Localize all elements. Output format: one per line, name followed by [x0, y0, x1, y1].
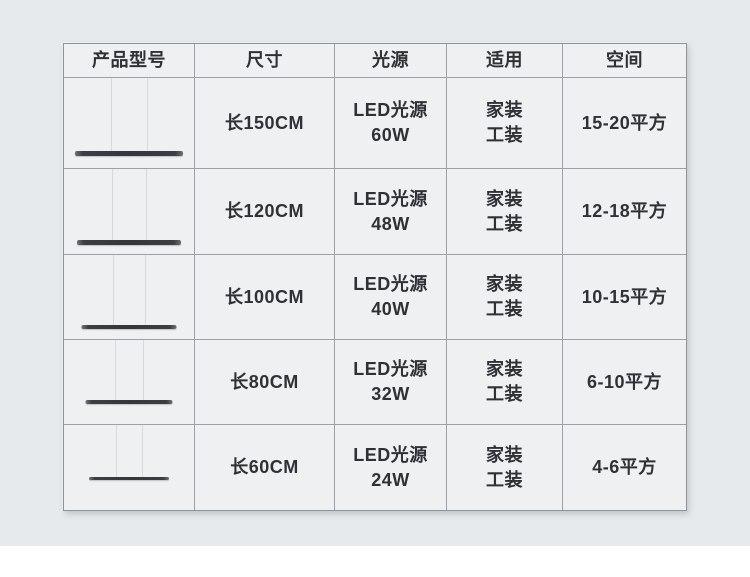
light-source-cell: LED光源 24W [335, 425, 447, 510]
product-image-cell [64, 340, 195, 425]
space-cell: 10-15平方 [563, 255, 686, 340]
light-source-cell: LED光源 48W [335, 169, 447, 255]
lamp-bar-icon [77, 240, 181, 245]
lamp-bar-icon [75, 151, 183, 156]
applicable-cell: 家装 工装 [447, 169, 563, 255]
space-cell: 12-18平方 [563, 169, 686, 255]
applicable-home: 家装 [486, 100, 523, 120]
pendant-lamp-icon [64, 255, 194, 339]
pendant-lamp-icon [64, 425, 194, 510]
applicable-commercial: 工装 [486, 299, 523, 319]
light-source-type: LED光源 [353, 444, 428, 465]
size-cell: 长80CM [195, 340, 335, 425]
lamp-wire-icon [147, 78, 148, 151]
lamp-wire-icon [145, 255, 146, 325]
pendant-lamp-icon [64, 340, 194, 424]
bottom-white-strip [0, 546, 750, 577]
product-image-cell [64, 255, 195, 340]
space-cell: 6-10平方 [563, 340, 686, 425]
light-source-cell: LED光源 40W [335, 255, 447, 340]
product-image-cell [64, 425, 195, 510]
light-source-type: LED光源 [353, 359, 428, 379]
applicable-home: 家装 [486, 274, 523, 294]
applicable-home: 家装 [486, 188, 523, 209]
size-cell: 长120CM [195, 169, 335, 255]
pendant-lamp-icon [64, 169, 194, 254]
applicable-home: 家装 [486, 444, 523, 465]
light-source-type: LED光源 [353, 100, 428, 120]
lamp-bar-icon [85, 400, 173, 404]
lamp-wire-icon [112, 169, 113, 240]
space-cell: 4-6平方 [592, 457, 657, 477]
col-header-applicable: 适用 [447, 44, 563, 78]
light-source-watt: 24W [371, 469, 410, 490]
col-header-space: 空间 [563, 44, 686, 78]
applicable-commercial: 工装 [486, 469, 523, 490]
lamp-wire-icon [142, 425, 143, 477]
product-image-cell [64, 78, 195, 169]
col-header-model: 产品型号 [64, 44, 195, 78]
applicable-commercial: 工装 [486, 384, 523, 404]
lamp-bar-icon [81, 325, 177, 329]
light-source-watt: 32W [371, 384, 410, 404]
lamp-wire-icon [115, 340, 116, 400]
applicable-commercial: 工装 [486, 125, 523, 145]
lamp-bar-icon [89, 477, 169, 480]
size-cell: 长150CM [195, 78, 335, 169]
size-cell: 长100CM [195, 255, 335, 340]
lamp-wire-icon [111, 78, 112, 151]
applicable-commercial: 工装 [486, 213, 523, 234]
light-source-watt: 48W [371, 213, 410, 234]
applicable-cell: 家装 工装 [447, 340, 563, 425]
light-source-cell: LED光源 60W [335, 78, 447, 169]
col-header-size: 尺寸 [195, 44, 335, 78]
space-cell: 15-20平方 [563, 78, 686, 169]
pendant-lamp-icon [64, 78, 194, 168]
applicable-cell: 家装 工装 [447, 425, 563, 510]
applicable-cell: 家装 工装 [447, 78, 563, 169]
size-cell: 长60CM [195, 425, 335, 510]
product-spec-table: 产品型号 尺寸 光源 适用 空间 长150CM LED光源 60W 家装 工装 … [63, 43, 687, 511]
light-source-cell: LED光源 32W [335, 340, 447, 425]
light-source-type: LED光源 [353, 188, 428, 209]
lamp-wire-icon [113, 255, 114, 325]
product-image-cell [64, 169, 195, 255]
light-source-watt: 60W [371, 125, 410, 145]
light-source-type: LED光源 [353, 274, 428, 294]
lamp-wire-icon [143, 340, 144, 400]
col-header-light-source: 光源 [335, 44, 447, 78]
light-source-watt: 40W [371, 299, 410, 319]
lamp-wire-icon [116, 425, 117, 477]
applicable-cell: 家装 工装 [447, 255, 563, 340]
applicable-home: 家装 [486, 359, 523, 379]
lamp-wire-icon [146, 169, 147, 240]
